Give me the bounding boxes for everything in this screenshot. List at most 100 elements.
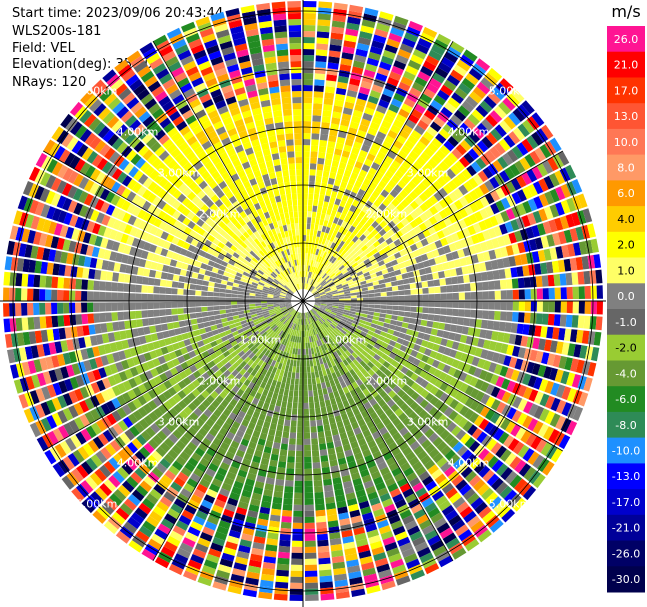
- gate-cell: [375, 224, 383, 233]
- gate-cell: [237, 340, 245, 347]
- gate-cell: [187, 373, 197, 383]
- gate-cell: [423, 333, 431, 341]
- gate-cell: [440, 84, 454, 96]
- gate-cell: [269, 312, 276, 316]
- gate-cell: [241, 533, 254, 542]
- gate-cell: [334, 268, 341, 275]
- velocity-ray: [3, 301, 292, 333]
- gate-cell: [468, 365, 477, 376]
- gate-cell: [208, 548, 222, 558]
- gate-cell: [409, 425, 420, 436]
- gate-cell: [384, 377, 393, 386]
- gate-cell: [404, 223, 414, 232]
- gate-cell: [238, 444, 248, 453]
- gate-cell: [485, 438, 498, 451]
- gate-cell: [142, 403, 153, 414]
- gate-cell: [207, 515, 220, 526]
- gate-cell: [259, 506, 271, 515]
- gate-cell: [359, 234, 367, 242]
- gate-cell: [543, 248, 552, 261]
- gate-cell: [452, 496, 466, 509]
- gate-cell: [312, 289, 318, 294]
- gate-cell: [510, 219, 520, 231]
- gate-cell: [513, 478, 527, 493]
- gate-cell: [309, 330, 313, 337]
- gate-cell: [297, 420, 303, 427]
- gate-cell: [111, 207, 121, 218]
- gate-cell: [468, 412, 480, 424]
- gate-cell: [456, 445, 468, 457]
- gate-cell: [345, 492, 356, 501]
- gate-cell: [60, 340, 69, 353]
- gate-cell: [206, 447, 216, 457]
- gate-cell: [246, 318, 253, 323]
- gate-cell: [260, 339, 267, 346]
- gate-cell: [77, 446, 90, 460]
- gate-cell: [510, 369, 520, 382]
- gate-cell: [452, 292, 459, 300]
- gate-cell: [196, 317, 204, 324]
- gate-cell: [256, 286, 263, 291]
- gate-cell: [374, 185, 384, 194]
- gate-cell: [330, 166, 338, 174]
- gate-cell: [489, 215, 499, 227]
- gate-cell: [380, 309, 387, 314]
- gate-cell: [354, 255, 361, 262]
- gate-cell: [324, 287, 331, 292]
- gate-cell: [316, 284, 322, 290]
- gate-cell: [319, 358, 324, 365]
- gate-cell: [168, 329, 176, 337]
- velocity-ray: [311, 309, 516, 523]
- gate-cell: [271, 502, 282, 510]
- gate-cell: [322, 357, 327, 364]
- gate-cell: [353, 141, 363, 150]
- gate-cell: [361, 19, 376, 29]
- gate-cell: [485, 330, 493, 340]
- gate-cell: [407, 355, 416, 364]
- gate-cell: [343, 288, 350, 292]
- gate-cell: [261, 296, 268, 300]
- gate-cell: [207, 311, 215, 316]
- gate-cell: [182, 241, 191, 250]
- gate-cell: [440, 293, 447, 300]
- gate-cell: [336, 81, 348, 90]
- gate-cell: [379, 313, 386, 318]
- gate-cell: [374, 301, 381, 305]
- gate-cell: [486, 350, 495, 361]
- gate-cell: [238, 424, 247, 433]
- gate-cell: [399, 426, 409, 437]
- gate-cell: [416, 307, 423, 313]
- gate-cell: [304, 277, 307, 284]
- velocity-ray: [13, 304, 292, 394]
- gate-cell: [426, 357, 435, 366]
- gate-cell: [294, 480, 303, 487]
- velocity-ray: [6, 240, 292, 300]
- gate-cell: [416, 288, 423, 295]
- gate-cell: [142, 189, 152, 200]
- gate-cell: [357, 188, 366, 197]
- gate-cell: [183, 289, 190, 295]
- gate-cell: [344, 298, 351, 301]
- gate-cell: [352, 342, 359, 349]
- velocity-ray: [22, 181, 292, 297]
- gate-cell: [135, 293, 142, 301]
- gate-cell: [219, 265, 226, 271]
- gate-cell: [181, 262, 189, 270]
- gate-cell: [353, 265, 360, 271]
- gate-cell: [436, 263, 444, 272]
- gate-cell: [351, 301, 357, 304]
- gate-cell: [117, 449, 130, 462]
- gate-cell: [437, 345, 446, 354]
- gate-cell: [382, 273, 390, 279]
- gate-cell: [253, 536, 266, 544]
- gate-cell: [279, 316, 286, 322]
- gate-cell: [203, 408, 213, 418]
- gate-cell: [304, 534, 316, 541]
- gate-cell: [115, 507, 130, 521]
- gate-cell: [320, 406, 327, 414]
- gate-cell: [87, 439, 100, 453]
- gate-cell: [334, 415, 342, 423]
- gate-cell: [237, 410, 246, 419]
- gate-cell: [320, 293, 327, 297]
- gate-cell: [319, 318, 325, 324]
